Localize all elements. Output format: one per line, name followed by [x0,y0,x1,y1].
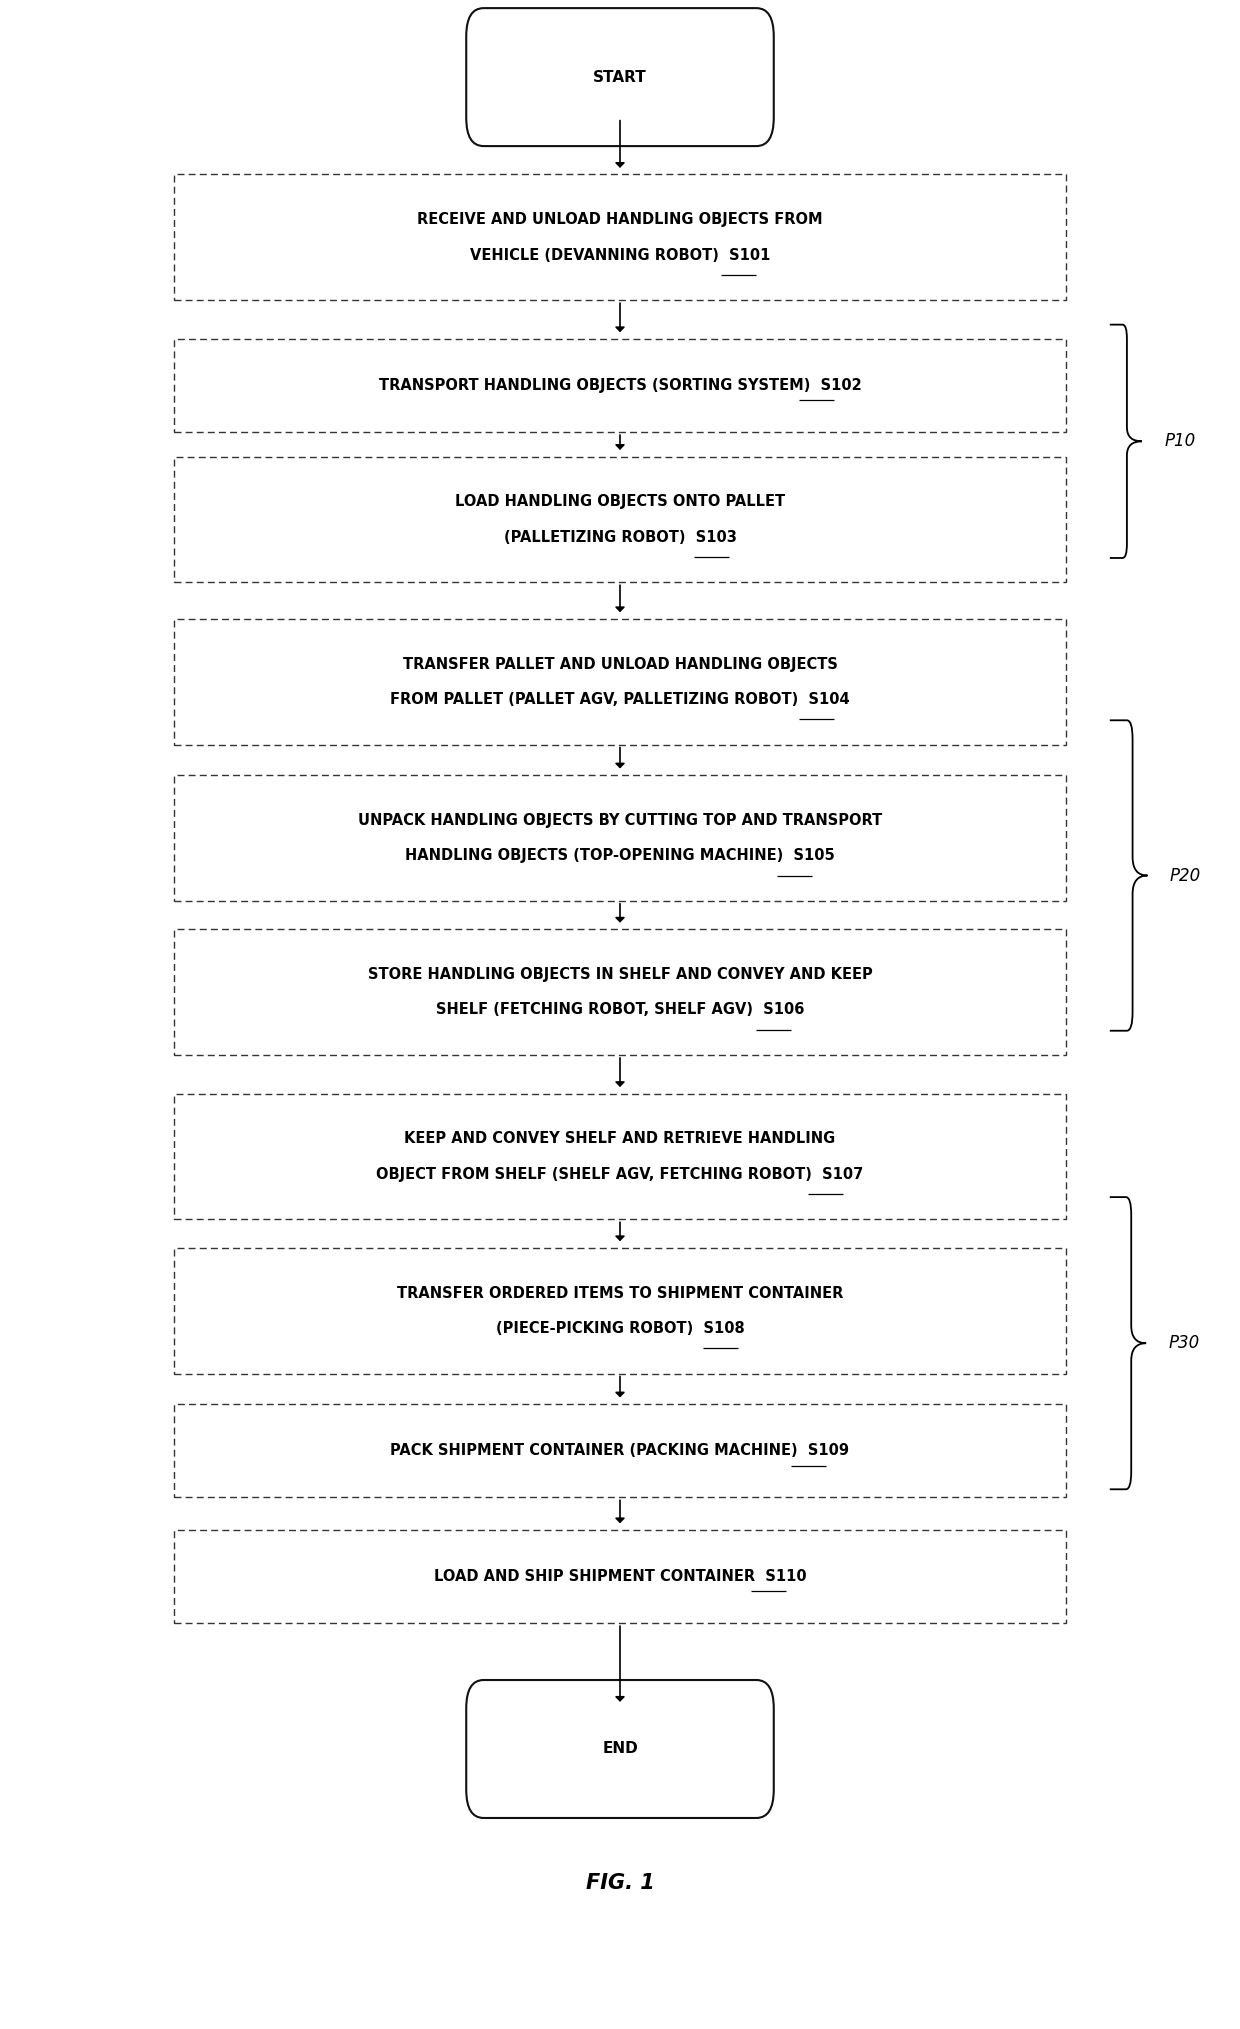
Bar [174,929,1066,1055]
Text: LOAD HANDLING OBJECTS ONTO PALLET: LOAD HANDLING OBJECTS ONTO PALLET [455,495,785,509]
Text: END: END [603,1741,637,1757]
Text: STORE HANDLING OBJECTS IN SHELF AND CONVEY AND KEEP: STORE HANDLING OBJECTS IN SHELF AND CONV… [367,968,873,982]
Text: (PALLETIZING ROBOT)  S103: (PALLETIZING ROBOT) S103 [503,530,737,544]
Text: P10: P10 [1164,432,1195,450]
Text: TRANSFER ORDERED ITEMS TO SHIPMENT CONTAINER: TRANSFER ORDERED ITEMS TO SHIPMENT CONTA… [397,1286,843,1301]
Text: HANDLING OBJECTS (TOP-OPENING MACHINE)  S105: HANDLING OBJECTS (TOP-OPENING MACHINE) S… [405,848,835,862]
Text: RECEIVE AND UNLOAD HANDLING OBJECTS FROM: RECEIVE AND UNLOAD HANDLING OBJECTS FROM [417,213,823,227]
Text: FIG. 1: FIG. 1 [585,1873,655,1893]
Text: UNPACK HANDLING OBJECTS BY CUTTING TOP AND TRANSPORT: UNPACK HANDLING OBJECTS BY CUTTING TOP A… [358,814,882,828]
FancyBboxPatch shape [466,8,774,146]
Bar [174,1248,1066,1374]
Bar [174,457,1066,582]
Text: LOAD AND SHIP SHIPMENT CONTAINER  S110: LOAD AND SHIP SHIPMENT CONTAINER S110 [434,1568,806,1585]
Text: SHELF (FETCHING ROBOT, SHELF AGV)  S106: SHELF (FETCHING ROBOT, SHELF AGV) S106 [435,1002,805,1017]
Text: TRANSPORT HANDLING OBJECTS (SORTING SYSTEM)  S102: TRANSPORT HANDLING OBJECTS (SORTING SYST… [378,377,862,394]
Text: (PIECE-PICKING ROBOT)  S108: (PIECE-PICKING ROBOT) S108 [496,1321,744,1335]
FancyBboxPatch shape [466,1680,774,1818]
Text: TRANSFER PALLET AND UNLOAD HANDLING OBJECTS: TRANSFER PALLET AND UNLOAD HANDLING OBJE… [403,657,837,672]
Bar [174,1530,1066,1623]
Bar [174,174,1066,300]
Bar [174,775,1066,901]
Text: P20: P20 [1169,866,1202,885]
Bar [174,1404,1066,1497]
Bar [174,1094,1066,1219]
Text: KEEP AND CONVEY SHELF AND RETRIEVE HANDLING: KEEP AND CONVEY SHELF AND RETRIEVE HANDL… [404,1132,836,1146]
Bar [174,339,1066,432]
Text: VEHICLE (DEVANNING ROBOT)  S101: VEHICLE (DEVANNING ROBOT) S101 [470,248,770,262]
Text: FROM PALLET (PALLET AGV, PALLETIZING ROBOT)  S104: FROM PALLET (PALLET AGV, PALLETIZING ROB… [391,692,849,706]
Text: PACK SHIPMENT CONTAINER (PACKING MACHINE)  S109: PACK SHIPMENT CONTAINER (PACKING MACHINE… [391,1443,849,1459]
Text: P30: P30 [1168,1335,1199,1351]
Text: OBJECT FROM SHELF (SHELF AGV, FETCHING ROBOT)  S107: OBJECT FROM SHELF (SHELF AGV, FETCHING R… [377,1167,863,1181]
Bar [174,619,1066,745]
Text: START: START [593,69,647,85]
